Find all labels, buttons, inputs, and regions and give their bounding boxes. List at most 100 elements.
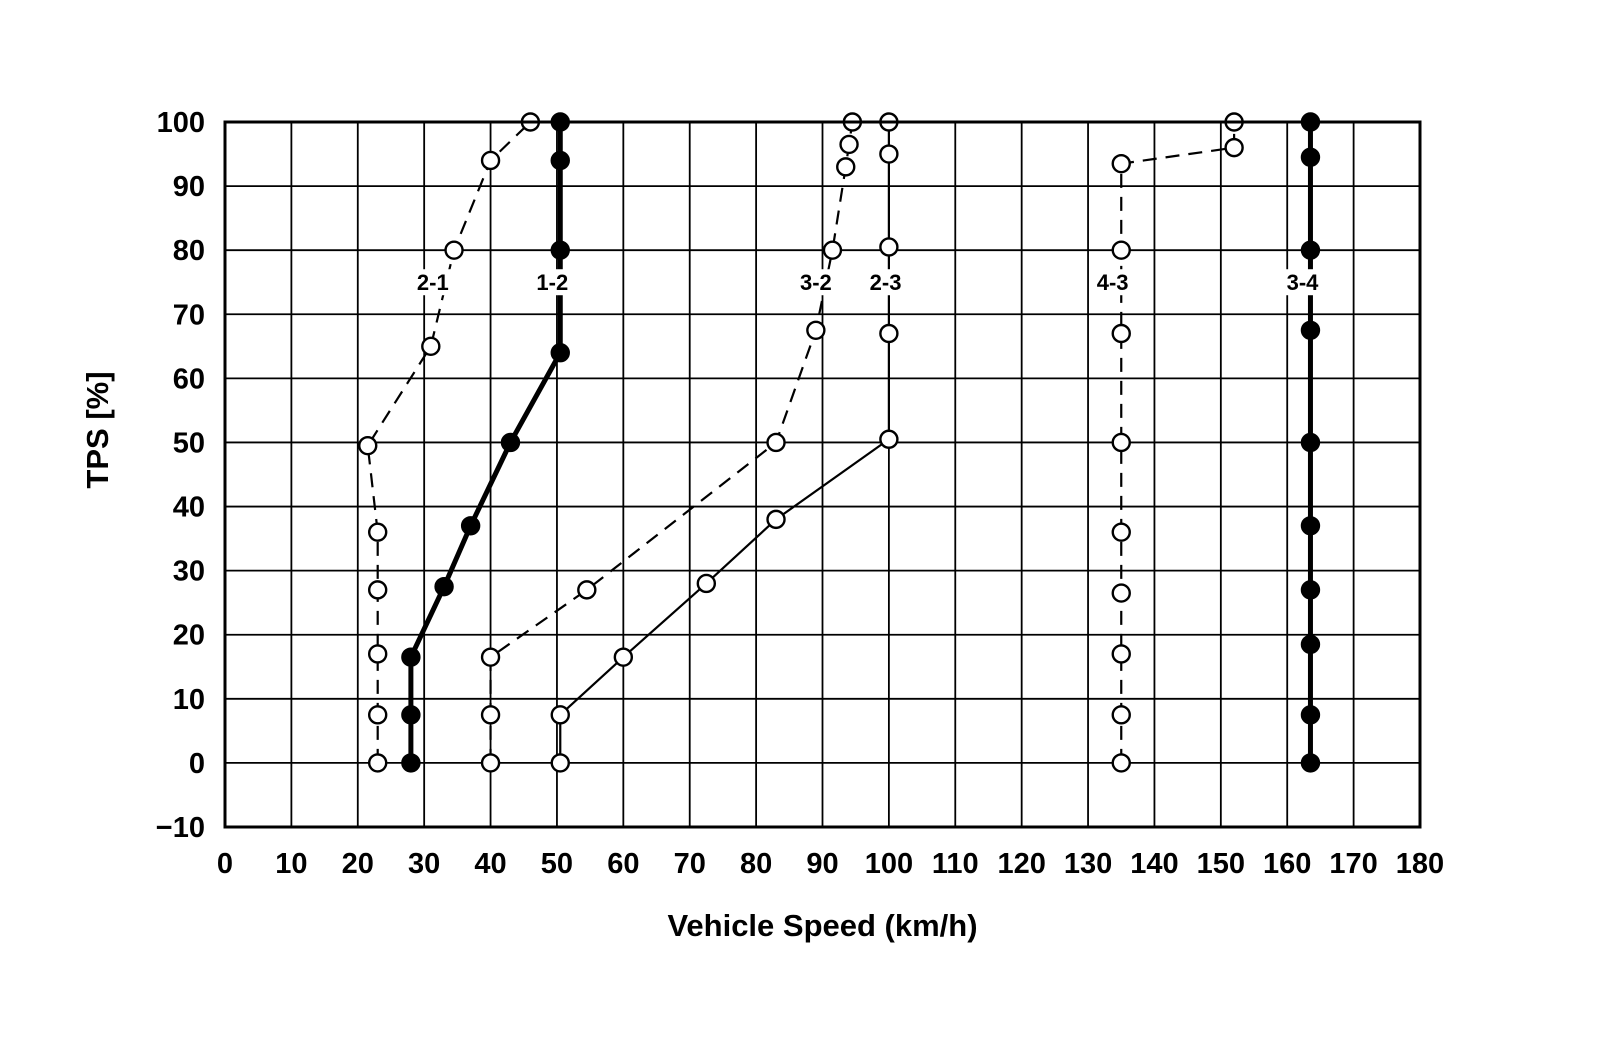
open-circle-marker	[1111, 240, 1131, 260]
y-tick-label: 30	[173, 556, 205, 588]
x-tick-label: 160	[1263, 848, 1311, 880]
y-tick-label: 70	[173, 299, 205, 331]
series-4-3	[1111, 112, 1244, 773]
series-3-2	[480, 112, 863, 773]
x-tick-label: 0	[217, 848, 233, 880]
series-label-bg	[1089, 269, 1137, 296]
open-circle-marker	[879, 144, 899, 164]
filled-circle-marker	[1300, 634, 1321, 655]
open-circle-marker	[367, 644, 388, 664]
open-circle-marker	[879, 237, 899, 257]
open-circle-marker	[806, 320, 826, 340]
filled-circle-marker	[1300, 753, 1321, 773]
y-tick-label: 0	[189, 748, 205, 780]
series-3-4	[1300, 112, 1321, 773]
series-label: 3-4	[1287, 270, 1320, 295]
open-circle-marker	[1111, 522, 1131, 542]
filled-circle-marker	[434, 576, 454, 597]
open-circle-marker	[444, 240, 464, 260]
filled-circle-marker	[1300, 432, 1321, 453]
series-label-bg	[792, 269, 840, 296]
y-tick-label: 90	[173, 171, 205, 203]
open-circle-marker	[879, 323, 899, 344]
filled-circle-marker	[401, 753, 421, 773]
series-label-bg	[409, 269, 457, 296]
open-circle-marker	[879, 429, 899, 449]
open-circle-marker	[480, 705, 501, 725]
open-circle-marker	[839, 134, 859, 155]
filled-circle-marker	[500, 432, 521, 453]
x-axis-title: Vehicle Speed (km/h)	[667, 908, 977, 943]
x-tick-label: 70	[674, 848, 706, 880]
x-tick-label: 40	[474, 848, 506, 880]
x-tick-label: 10	[275, 848, 307, 880]
open-circle-marker	[421, 336, 441, 357]
filled-circle-marker	[1300, 580, 1321, 600]
series-line	[366, 121, 532, 763]
open-circle-marker	[1111, 753, 1131, 773]
open-circle-marker	[480, 150, 501, 171]
series-label: 1-2	[536, 270, 568, 295]
x-tick-label: 50	[541, 848, 573, 880]
open-circle-marker	[766, 432, 786, 453]
plot-frame	[223, 120, 1422, 829]
y-tick-label: 80	[173, 235, 205, 267]
filled-circle-marker	[1300, 147, 1321, 167]
series-label: 4-3	[1097, 270, 1129, 295]
filled-circle-marker	[550, 240, 570, 260]
open-circle-marker	[480, 753, 501, 773]
filled-circle-marker	[1300, 516, 1321, 536]
y-tick-label: 40	[173, 492, 205, 524]
series-labels: 2-1 1-2 3-2 2-3 4-3 3-4	[409, 269, 1326, 296]
filled-circle-marker	[401, 647, 421, 667]
y-tick-label: 60	[173, 363, 205, 395]
open-circle-marker	[1111, 583, 1131, 603]
x-tick-label: 120	[997, 848, 1045, 880]
open-circle-marker	[367, 753, 388, 773]
x-tick-label: 180	[1396, 848, 1444, 880]
open-circle-marker	[822, 240, 843, 260]
open-circle-marker	[766, 509, 786, 530]
y-axis-title: TPS [%]	[80, 371, 115, 488]
y-tick-label: 20	[173, 620, 205, 652]
series-2-1	[358, 112, 541, 773]
open-circle-marker	[358, 435, 378, 456]
series-label: 2-3	[870, 270, 902, 295]
open-circle-marker	[367, 705, 388, 725]
open-circle-marker	[1111, 153, 1131, 174]
filled-circle-marker	[401, 705, 421, 725]
open-circle-marker	[1224, 137, 1244, 158]
open-circle-marker	[1111, 432, 1131, 453]
axis-tick-labels: 0 10 20 30 40 50 60 70 80 90 100 110 120 130 140 150 160…	[156, 107, 1444, 880]
filled-circle-marker	[550, 343, 570, 363]
open-circle-marker	[836, 157, 856, 177]
series-line	[489, 121, 854, 763]
series-line	[408, 122, 563, 763]
open-circle-marker	[1111, 644, 1131, 664]
x-tick-label: 90	[806, 848, 838, 880]
open-circle-marker	[550, 753, 570, 773]
open-circle-marker	[1111, 705, 1131, 725]
y-tick-label: 50	[173, 427, 205, 459]
open-circle-marker	[480, 647, 501, 667]
x-tick-label: 110	[932, 848, 979, 880]
x-tick-label: 170	[1329, 848, 1377, 880]
x-tick-label: 100	[865, 848, 913, 880]
series-2-3	[550, 112, 899, 773]
open-circle-marker	[696, 573, 717, 594]
open-circle-marker	[367, 522, 388, 542]
open-circle-marker	[550, 705, 570, 725]
open-circle-marker	[1111, 323, 1131, 344]
series-label: 2-1	[417, 270, 449, 295]
filled-circle-marker	[1300, 705, 1321, 725]
series-1-2	[401, 112, 570, 773]
y-tick-label: 100	[157, 107, 205, 139]
x-tick-label: 80	[740, 848, 772, 880]
filled-circle-marker	[1300, 320, 1321, 340]
x-tick-label: 30	[408, 848, 440, 880]
x-tick-label: 60	[607, 848, 639, 880]
x-tick-label: 130	[1064, 848, 1112, 880]
open-circle-marker	[367, 580, 388, 600]
